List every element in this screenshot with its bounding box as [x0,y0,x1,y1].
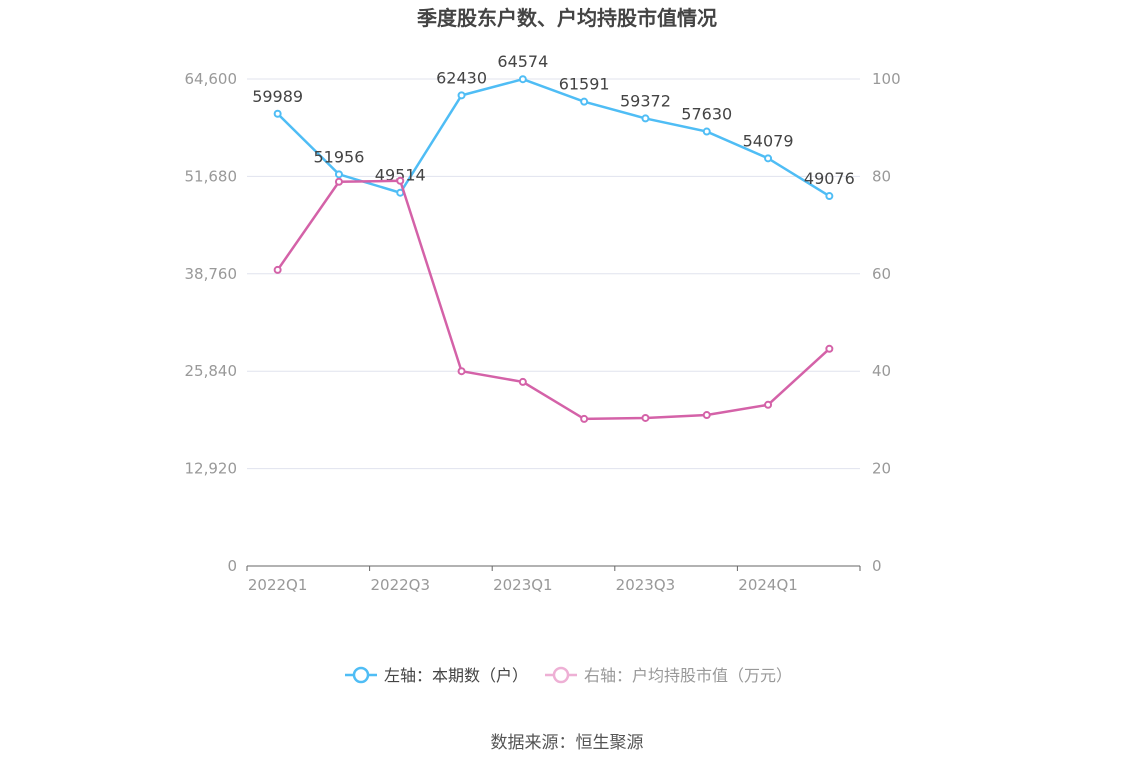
data-label: 59989 [252,87,303,106]
data-point [334,170,343,179]
left-tick-label: 25,840 [185,362,238,380]
data-point [457,91,466,100]
right-tick-label: 60 [872,265,891,283]
data-label: 57630 [681,105,732,124]
legend-label: 左轴：本期数（户） [384,666,528,685]
series-line [276,179,831,421]
data-point [396,176,405,185]
data-label: 49076 [804,169,855,188]
x-tick-label: 2024Q1 [738,576,798,594]
data-point [641,413,650,422]
x-tick-label: 2022Q1 [248,576,308,594]
data-point [580,414,589,423]
left-tick-label: 38,760 [185,265,238,283]
data-point [764,400,773,409]
data-point [518,75,527,84]
data-point [273,265,282,274]
data-point [702,411,711,420]
x-tick-label: 2023Q3 [616,576,676,594]
data-point [764,154,773,163]
right-tick-label: 0 [872,557,882,575]
chart-title: 季度股东户数、户均持股市值情况 [416,6,717,30]
legend-label: 右轴：户均持股市值（万元） [584,666,792,685]
data-point [334,177,343,186]
x-tick-label: 2022Q3 [370,576,430,594]
data-point [273,109,282,118]
left-tick-label: 64,600 [185,70,238,88]
data-point [580,97,589,106]
right-tick-label: 100 [872,70,901,88]
data-label: 61591 [559,75,610,94]
right-tick-label: 80 [872,167,891,185]
legend-marker-icon [552,666,570,684]
data-point [518,377,527,386]
right-tick-label: 40 [872,362,891,380]
data-label: 51956 [313,147,364,166]
data-point [457,367,466,376]
source-note: 数据来源：恒生聚源 [491,733,644,753]
series-line [276,77,831,198]
data-label: 59372 [620,91,671,110]
data-point [825,192,834,201]
left-tick-label: 0 [227,557,237,575]
data-label: 62430 [436,68,487,87]
left-tick-label: 12,920 [185,460,238,478]
right-tick-label: 20 [872,460,891,478]
x-tick-label: 2023Q1 [493,576,553,594]
data-label: 54079 [743,131,794,150]
data-point [641,114,650,123]
data-point [825,344,834,353]
data-label: 64574 [497,52,548,71]
legend-marker-icon [352,666,370,684]
data-point [702,127,711,136]
left-tick-label: 51,680 [185,167,238,185]
